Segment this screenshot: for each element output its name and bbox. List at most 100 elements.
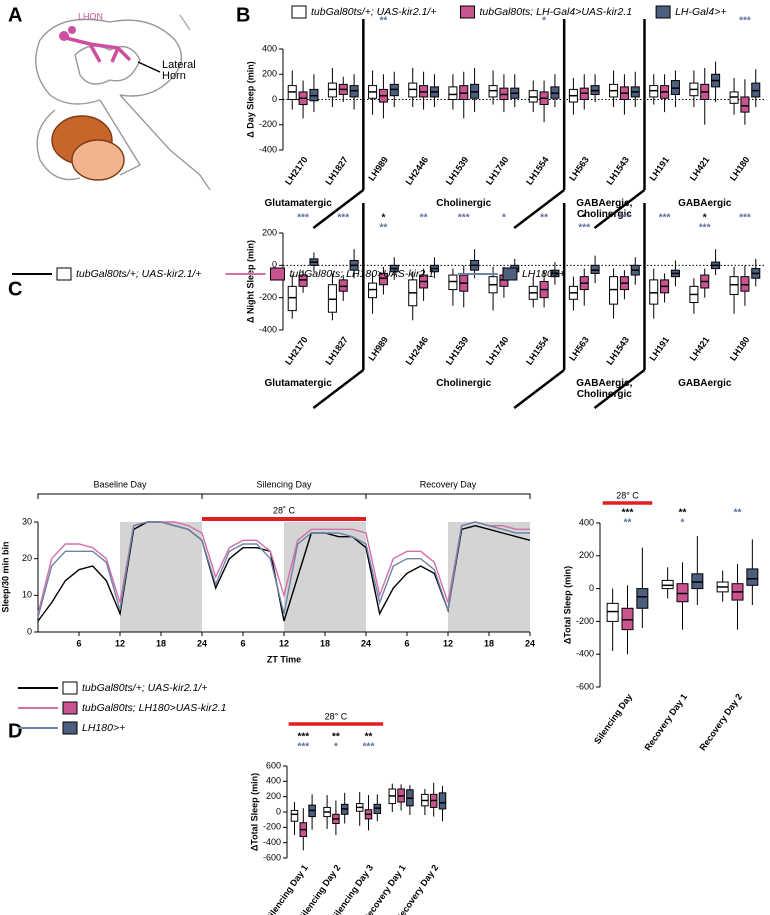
significance: *** bbox=[363, 742, 375, 753]
box bbox=[287, 285, 297, 312]
significance: *** bbox=[622, 508, 634, 519]
x-tick-label: LH2170 bbox=[283, 335, 310, 367]
day-label: Baseline Day bbox=[93, 479, 147, 489]
y-tick-label: 0 bbox=[272, 260, 277, 270]
significance: * bbox=[542, 16, 546, 27]
y-axis-label: Sleep/30 min bin bbox=[0, 541, 10, 612]
panel-label: D bbox=[8, 720, 22, 742]
significance: * bbox=[381, 213, 385, 224]
y-tick-label: -200 bbox=[576, 616, 594, 626]
significance: ** bbox=[380, 16, 388, 27]
box bbox=[590, 264, 600, 274]
y-tick-label: -200 bbox=[259, 119, 277, 129]
box bbox=[606, 602, 619, 622]
y-axis-label: ΔTotal Sleep (min) bbox=[562, 566, 572, 644]
box bbox=[378, 272, 388, 286]
x-tick-label: LH1539 bbox=[444, 335, 471, 367]
y-tick-label: 400 bbox=[266, 776, 281, 786]
y-tick-label: -400 bbox=[259, 324, 277, 334]
x-tick-label: 24 bbox=[525, 638, 535, 648]
box bbox=[290, 809, 299, 822]
significance: *** bbox=[739, 213, 751, 224]
dark-period bbox=[448, 522, 530, 632]
y-tick-label: 400 bbox=[262, 43, 277, 53]
y-tick-label: -400 bbox=[259, 144, 277, 154]
lateral-horn-text: Lateral Horn bbox=[162, 60, 196, 82]
y-tick-label: 0 bbox=[589, 583, 594, 593]
heat-label: 28˚ C bbox=[273, 505, 296, 515]
legend-swatch bbox=[62, 721, 78, 735]
heat-label: 28° C bbox=[325, 711, 348, 721]
label-box: Cholinergic bbox=[436, 198, 491, 209]
box bbox=[438, 792, 447, 810]
significance: ** bbox=[734, 508, 742, 519]
significance: * bbox=[681, 518, 685, 529]
box bbox=[746, 568, 759, 586]
x-tick-label: LH2446 bbox=[404, 155, 431, 187]
box bbox=[327, 284, 337, 313]
significance: *** bbox=[619, 213, 631, 224]
x-tick-label: 18 bbox=[156, 638, 166, 648]
box bbox=[729, 276, 739, 295]
brain-outline bbox=[36, 109, 81, 181]
significance: *** bbox=[659, 213, 671, 224]
x-tick-label: 12 bbox=[279, 638, 289, 648]
series-line bbox=[37, 521, 530, 614]
x-tick-label: 18 bbox=[320, 638, 330, 648]
y-tick-label: 200 bbox=[262, 227, 277, 237]
x-tick-label: LH1539 bbox=[444, 155, 471, 187]
y-tick-label: 30 bbox=[22, 516, 32, 526]
group-label: Cholinergic bbox=[436, 378, 492, 389]
y-tick-label: 200 bbox=[579, 550, 594, 560]
label-box: Glutamatergic bbox=[265, 378, 332, 389]
x-tick-label: LH421 bbox=[688, 335, 712, 363]
y-tick-label: -400 bbox=[263, 837, 281, 847]
significance: * bbox=[582, 213, 586, 224]
legend-label: tubGal80ts/+; UAS-kir2.1/+ bbox=[76, 268, 201, 280]
x-tick-label: LH563 bbox=[567, 155, 591, 183]
legend-label: tubGal80ts; LH180>UAS-kir2.1 bbox=[82, 702, 226, 714]
label-box: Glutamatergic bbox=[265, 198, 332, 209]
significance: ** bbox=[365, 732, 373, 743]
legend-label: LH-Gal4>+ bbox=[675, 6, 726, 18]
group-separator bbox=[593, 369, 646, 409]
box bbox=[621, 607, 634, 631]
brain-outline bbox=[179, 14, 191, 31]
group-label: GABAergic bbox=[678, 198, 732, 209]
x-tick-label: 24 bbox=[197, 638, 207, 648]
y-tick-label: 10 bbox=[22, 590, 32, 600]
x-tick-label: LH421 bbox=[688, 155, 712, 183]
y-tick-label: 20 bbox=[22, 553, 32, 563]
legend-swatch bbox=[62, 681, 78, 695]
significance: ** bbox=[679, 508, 687, 519]
dark-period bbox=[120, 522, 202, 632]
significance: *** bbox=[578, 223, 590, 234]
legend-swatch bbox=[502, 267, 518, 281]
group-separator bbox=[312, 369, 365, 409]
box bbox=[609, 276, 619, 305]
legend-label: tubGal80ts; LH-Gal4>UAS-kir2.1 bbox=[479, 6, 632, 18]
y-tick-label: -400 bbox=[576, 649, 594, 659]
y-axis-label: Δ Day Sleep (min) bbox=[245, 61, 255, 138]
brain-outline bbox=[99, 99, 141, 176]
x-tick-label: 6 bbox=[240, 638, 245, 648]
x-tick-label: 12 bbox=[443, 638, 453, 648]
box bbox=[448, 274, 458, 291]
box bbox=[373, 803, 382, 815]
x-tick-label: LH563 bbox=[567, 335, 591, 363]
box bbox=[740, 96, 750, 113]
x-tick-label: LH989 bbox=[366, 335, 390, 363]
significance: *** bbox=[297, 732, 309, 743]
significance: ** bbox=[380, 223, 388, 234]
significance: ** bbox=[332, 732, 340, 743]
heat-label: 28° C bbox=[616, 490, 639, 500]
significance: ** bbox=[540, 213, 548, 224]
legend-swatch bbox=[56, 267, 72, 281]
x-tick-label: 12 bbox=[115, 638, 125, 648]
x-axis-label: ZT Time bbox=[267, 654, 301, 664]
x-tick-label: 6 bbox=[76, 638, 81, 648]
y-tick-label: -600 bbox=[576, 681, 594, 691]
y-tick-label: -600 bbox=[263, 852, 281, 862]
